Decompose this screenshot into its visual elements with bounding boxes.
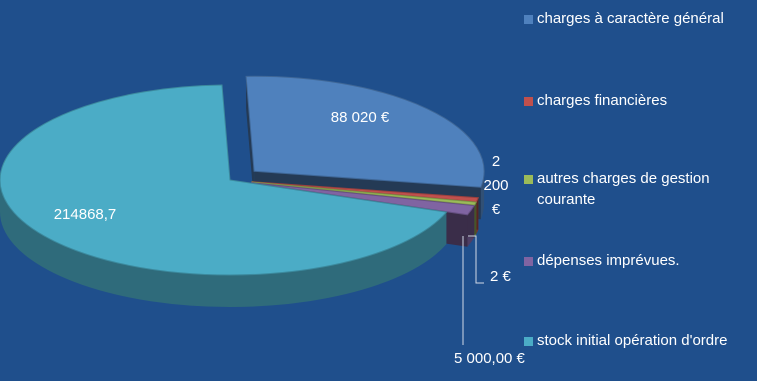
legend-swatch [524, 97, 533, 106]
legend-swatch [524, 175, 533, 184]
data-label: 214868,7 [54, 206, 117, 223]
legend-label: dépenses imprévues. [537, 252, 680, 269]
legend-swatch [524, 15, 533, 24]
leader-line [468, 235, 484, 284]
data-label: 2 200 € [483, 153, 508, 218]
legend-swatch [524, 257, 533, 266]
pie-slice [245, 75, 485, 188]
legend-label: autres charges de gestion courante [537, 170, 710, 208]
legend-swatch [524, 337, 533, 346]
pie-slice-wall [0, 180, 447, 307]
legend-label: charges à caractère général [537, 10, 724, 27]
pie-slice-side [0, 180, 447, 307]
pie-slice [250, 182, 476, 216]
data-label: 2 € [490, 268, 512, 285]
data-label: 5 000,00 € [454, 350, 526, 367]
pie-slice [251, 181, 478, 206]
pie-slice-side [480, 171, 485, 220]
pie-slice-edge [246, 76, 255, 204]
pie-slice [0, 84, 448, 276]
data-label: 88 020 € [331, 109, 390, 126]
legend-label: stock initial opération d'ordre [537, 332, 728, 349]
legend-label: charges financières [537, 92, 668, 109]
